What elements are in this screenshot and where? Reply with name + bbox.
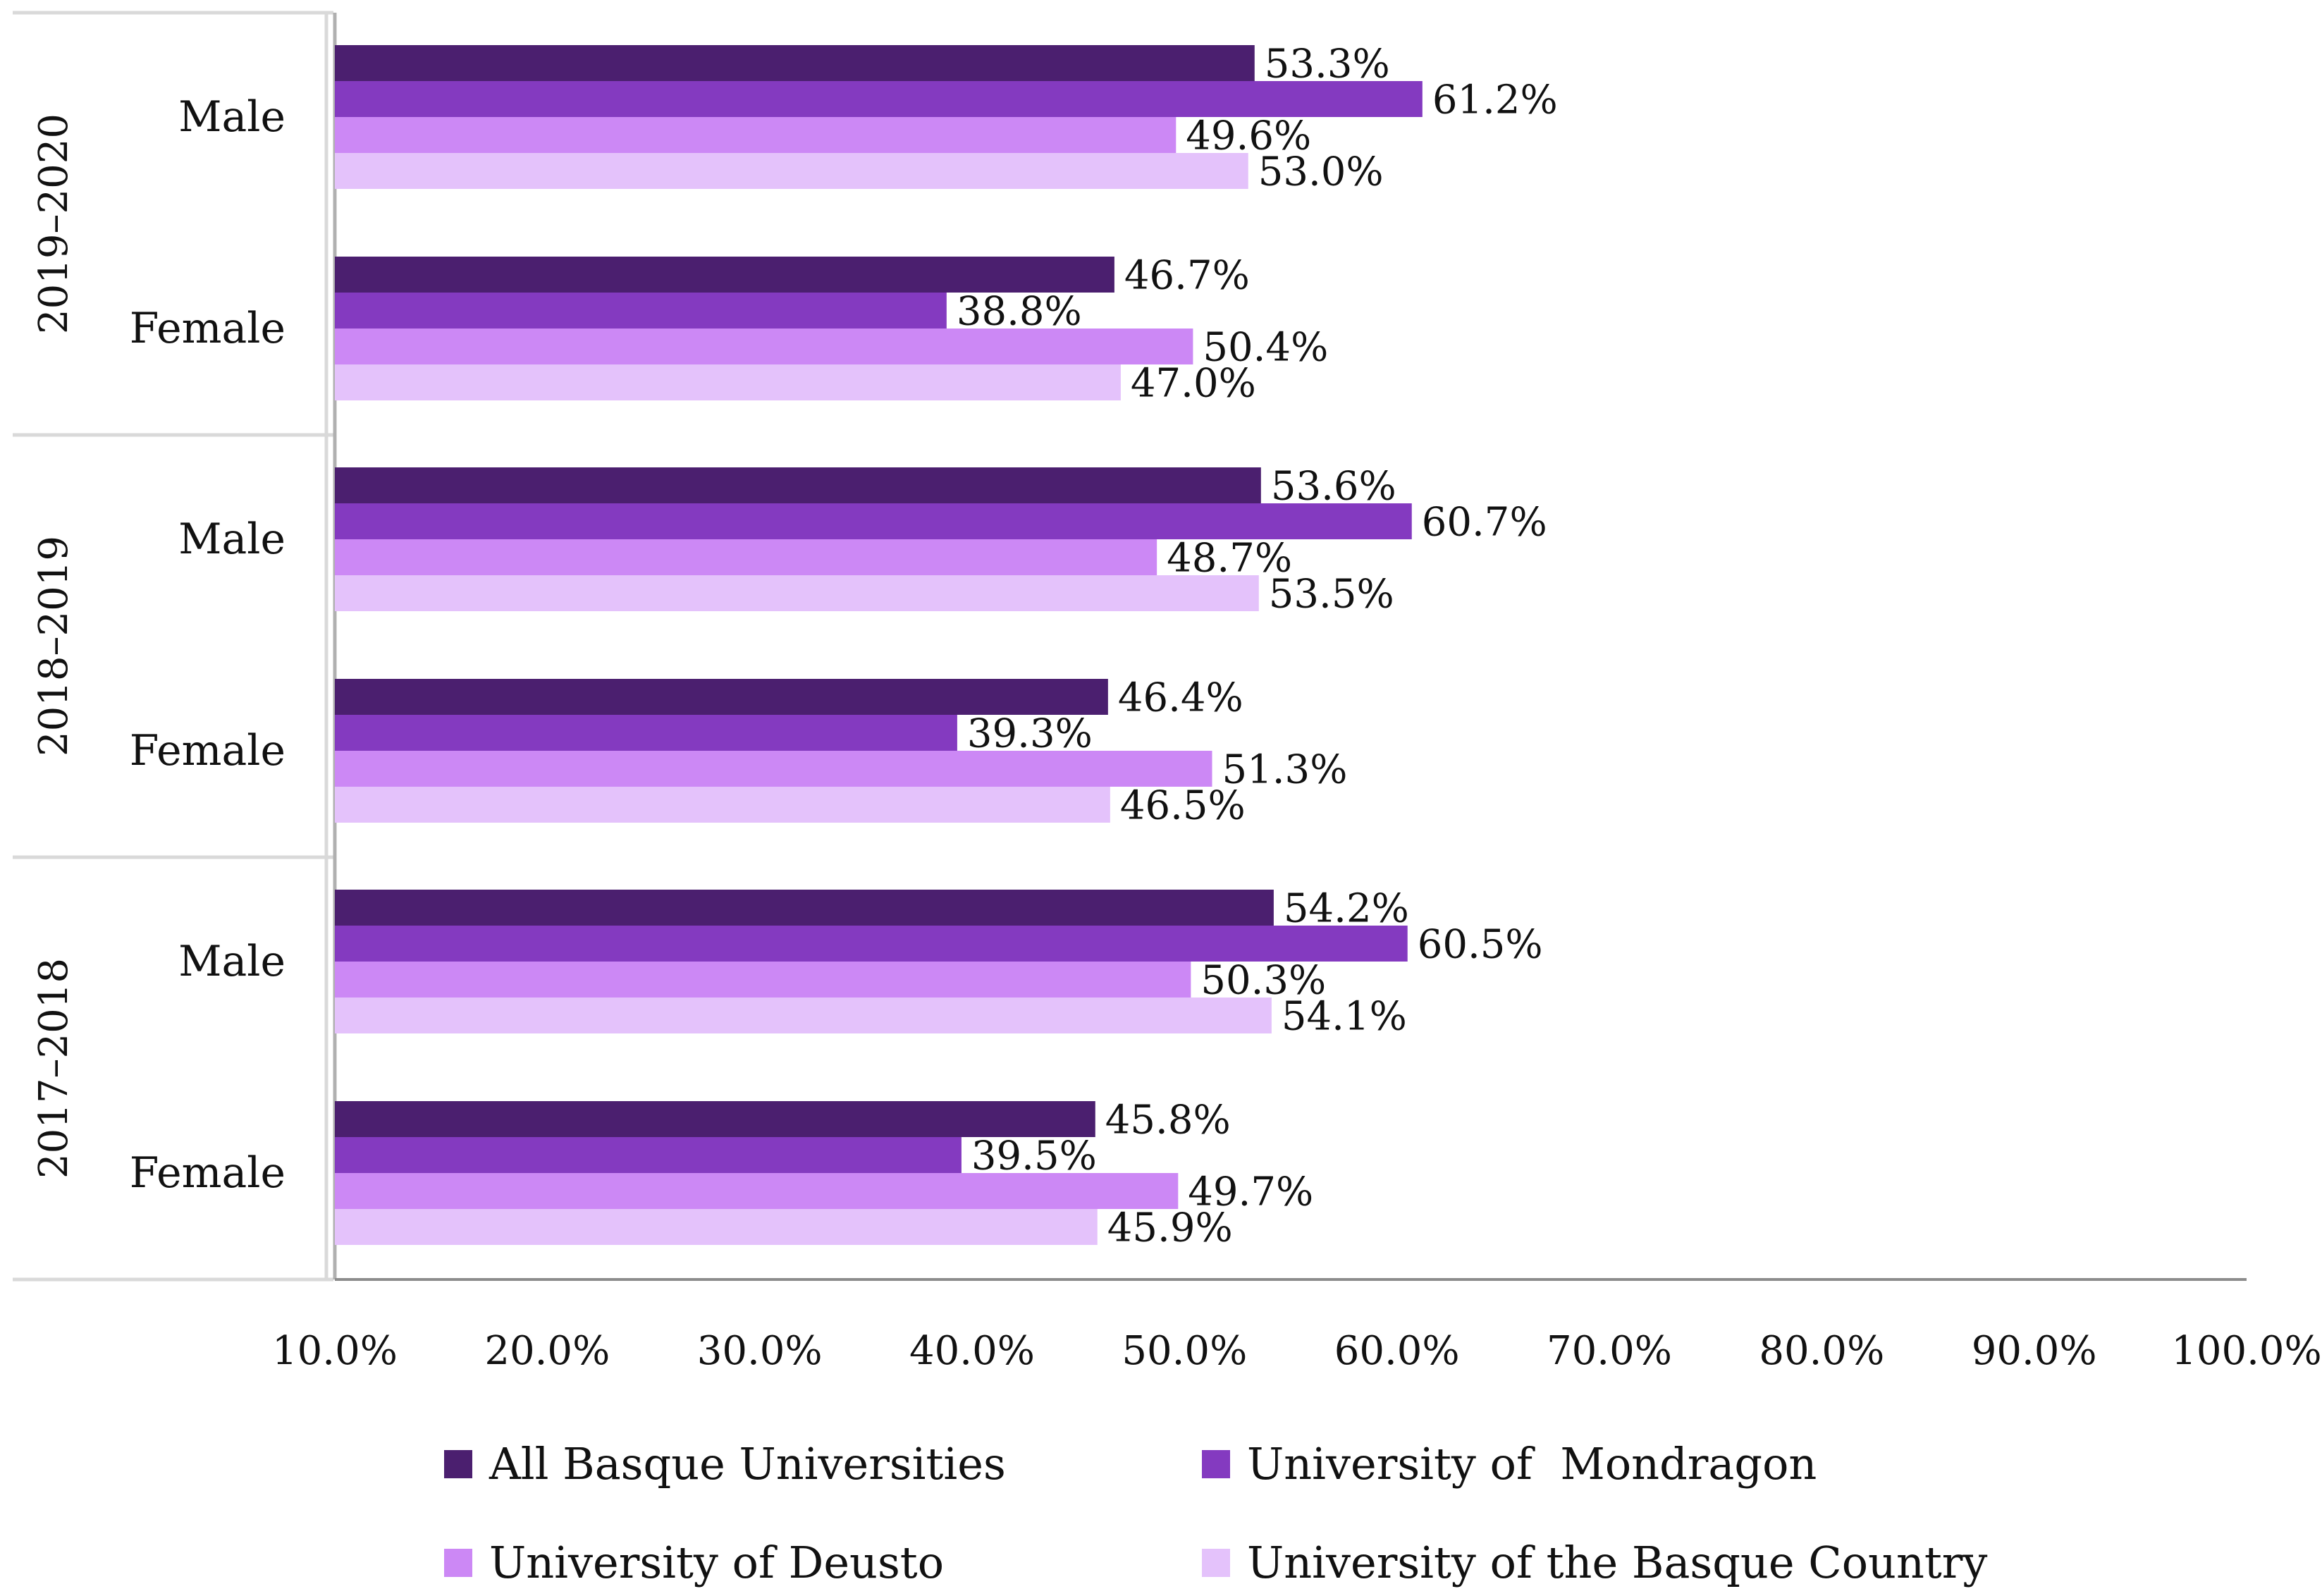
x-tick-labels: 10.0% 20.0% 30.0% 40.0% 50.0% 60.0% 70.0% 80.0%…: [272, 1328, 2322, 1374]
bar: [335, 890, 1274, 926]
data-label: 54.1%: [1282, 994, 1407, 1040]
x-tick-label: 30.0%: [697, 1328, 823, 1374]
bar: [335, 962, 1191, 998]
data-label: 61.2%: [1432, 78, 1558, 123]
x-tick-label: 70.0%: [1547, 1328, 1672, 1374]
data-label: 60.5%: [1418, 922, 1543, 968]
bar: [335, 117, 1177, 153]
bar: [335, 1173, 1179, 1209]
bar: [335, 503, 1412, 539]
category-label: Male: [178, 92, 285, 142]
bar: [335, 81, 1423, 117]
data-label: 46.4%: [1118, 675, 1243, 721]
bar: [335, 998, 1272, 1033]
data-label: 49.6%: [1186, 113, 1311, 159]
data-label: 53.3%: [1265, 42, 1390, 87]
data-label: 45.8%: [1105, 1098, 1231, 1143]
bar: [335, 679, 1108, 715]
bar: [335, 1137, 962, 1173]
data-label: 53.6%: [1271, 464, 1396, 510]
bar: [335, 1101, 1095, 1137]
data-label: 60.7%: [1422, 500, 1547, 546]
bar: [335, 575, 1259, 611]
data-label: 53.5%: [1269, 572, 1394, 618]
x-tick-label: 80.0%: [1759, 1328, 1884, 1374]
year-group-label: 2019–2020: [31, 113, 77, 334]
x-tick-label: 20.0%: [484, 1328, 610, 1374]
bar: [335, 45, 1255, 81]
bar: [335, 467, 1261, 503]
category-label: Female: [130, 304, 285, 353]
bar: [335, 1209, 1098, 1245]
data-label: 49.7%: [1188, 1170, 1313, 1215]
x-tick-label: 90.0%: [1972, 1328, 2097, 1374]
x-tick-label: 60.0%: [1334, 1328, 1460, 1374]
x-tick-label: 50.0%: [1122, 1328, 1247, 1374]
x-tick-label: 40.0%: [909, 1328, 1035, 1374]
bar: [335, 153, 1248, 189]
bar: [335, 715, 957, 751]
bar: [335, 926, 1408, 962]
data-label: 51.3%: [1222, 747, 1348, 793]
category-label: Male: [178, 515, 285, 564]
data-label: 46.7%: [1124, 253, 1250, 299]
data-label: 50.3%: [1200, 958, 1326, 1004]
value-labels: 53.3% 61.2% 49.6%53.0% 46.7% 38.8% 50.4%47.0%…: [957, 42, 1558, 1251]
year-labels: 2019–2020 2018–2019 2017–2018: [31, 113, 77, 1179]
bar: [335, 329, 1193, 364]
bars: [335, 45, 1423, 1245]
category-labels: Male Female Male Female Male Female: [130, 92, 285, 1198]
bar: [335, 787, 1110, 823]
axes: [333, 13, 2247, 1281]
data-label: 45.9%: [1107, 1205, 1233, 1251]
data-label: 39.3%: [967, 711, 1093, 757]
category-label: Male: [178, 937, 285, 986]
bar: [335, 364, 1121, 400]
bar: [335, 539, 1157, 575]
data-label: 47.0%: [1131, 361, 1256, 407]
bar: [335, 293, 947, 329]
group-dividers: [13, 11, 333, 1282]
data-label: 48.7%: [1167, 536, 1292, 582]
data-label: 46.5%: [1120, 783, 1246, 829]
year-group-label: 2018–2019: [31, 536, 77, 756]
data-label: 53.0%: [1258, 149, 1384, 195]
bar: [335, 751, 1212, 787]
data-label: 38.8%: [957, 289, 1082, 335]
data-label: 50.4%: [1203, 325, 1328, 371]
bar: [335, 257, 1114, 293]
x-tick-label: 10.0%: [272, 1328, 398, 1374]
year-group-label: 2017–2018: [31, 958, 77, 1179]
data-label: 54.2%: [1284, 886, 1409, 932]
category-label: Female: [130, 1148, 285, 1198]
data-label: 39.5%: [971, 1134, 1097, 1179]
category-label: Female: [130, 726, 285, 775]
x-tick-label: 100.0%: [2171, 1328, 2322, 1374]
